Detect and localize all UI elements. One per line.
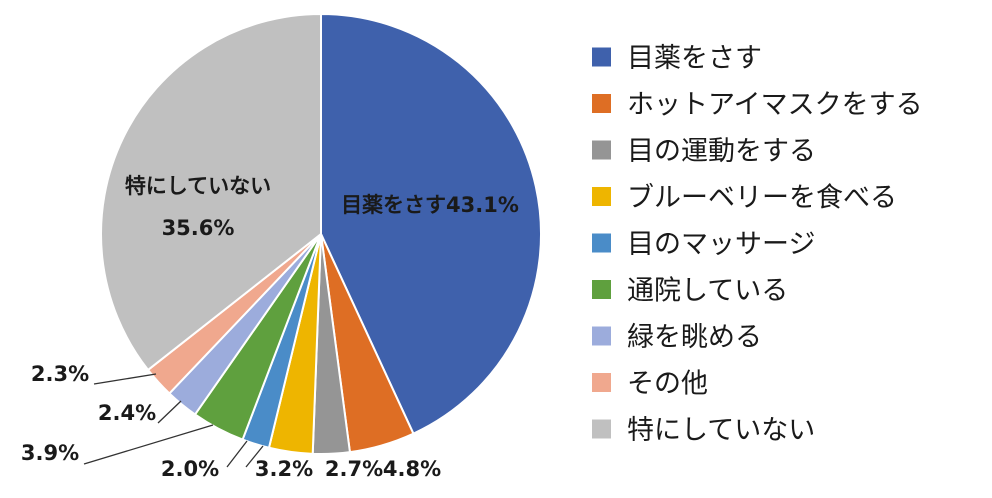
- legend-item-8: 特にしていない: [592, 415, 815, 446]
- legend-swatch-7: [592, 373, 611, 392]
- legend-label-7: その他: [627, 369, 708, 400]
- legend-label-6: 緑を眺める: [627, 322, 762, 353]
- legend-item-3: ブルーベリーを食べる: [592, 183, 897, 214]
- data-label-5: 3.9%: [21, 441, 79, 465]
- data-label-4: 2.0%: [161, 457, 219, 481]
- pie-slice-0: [320, 12, 542, 435]
- legend-swatch-3: [592, 187, 611, 206]
- leader-line-4: [226, 440, 248, 468]
- leader-lines: [83, 373, 264, 468]
- legend-item-4: 目のマッサージ: [592, 229, 815, 260]
- legend-label-5: 通院している: [627, 276, 788, 307]
- leader-line-6: [157, 400, 182, 424]
- data-labels: 目薬をさす43.1% 4.8%2.7% 3.2% 2.0% 3.9% 2.4% 2.3% 特に…: [21, 174, 519, 481]
- legend-item-7: その他: [592, 369, 708, 400]
- legend-label-2: 目の運動をする: [627, 136, 816, 167]
- data-label-1: 4.8%: [383, 457, 441, 481]
- leader-line-3: [245, 445, 264, 468]
- data-label-2: 2.7%: [325, 457, 383, 481]
- legend-swatch-1: [592, 94, 611, 113]
- legend-label-1: ホットアイマスクをする: [627, 90, 923, 121]
- legend-label-0: 目薬をさす: [627, 43, 762, 74]
- legend-swatch-2: [592, 140, 611, 160]
- pie-slices: [100, 12, 542, 455]
- legend-swatch-5: [592, 280, 611, 299]
- pie-slice-8: [100, 12, 322, 372]
- data-label-0: 目薬をさす43.1%: [341, 193, 519, 217]
- data-label-6: 2.4%: [98, 401, 156, 425]
- legend: 目薬をさすホットアイマスクをする目の運動をするブルーベリーを食べる目のマッサージ…: [592, 43, 923, 446]
- data-label-3: 3.2%: [255, 457, 313, 481]
- legend-label-3: ブルーベリーを食べる: [627, 183, 897, 214]
- legend-item-0: 目薬をさす: [592, 43, 762, 74]
- legend-swatch-8: [592, 419, 611, 439]
- legend-item-6: 緑を眺める: [592, 322, 762, 353]
- legend-item-2: 目の運動をする: [592, 136, 816, 167]
- legend-swatch-4: [592, 233, 611, 253]
- data-label-8: 35.6%: [162, 216, 235, 240]
- leader-line-7: [93, 373, 157, 385]
- legend-swatch-0: [592, 47, 611, 67]
- legend-item-1: ホットアイマスクをする: [592, 90, 923, 121]
- data-label-name-8: 特にしていない: [125, 174, 271, 198]
- legend-item-5: 通院している: [592, 276, 788, 307]
- legend-label-8: 特にしていない: [627, 415, 815, 446]
- legend-swatch-6: [592, 326, 611, 346]
- leader-line-5: [83, 424, 214, 465]
- data-label-7: 2.3%: [31, 362, 89, 386]
- legend-label-4: 目のマッサージ: [627, 229, 815, 260]
